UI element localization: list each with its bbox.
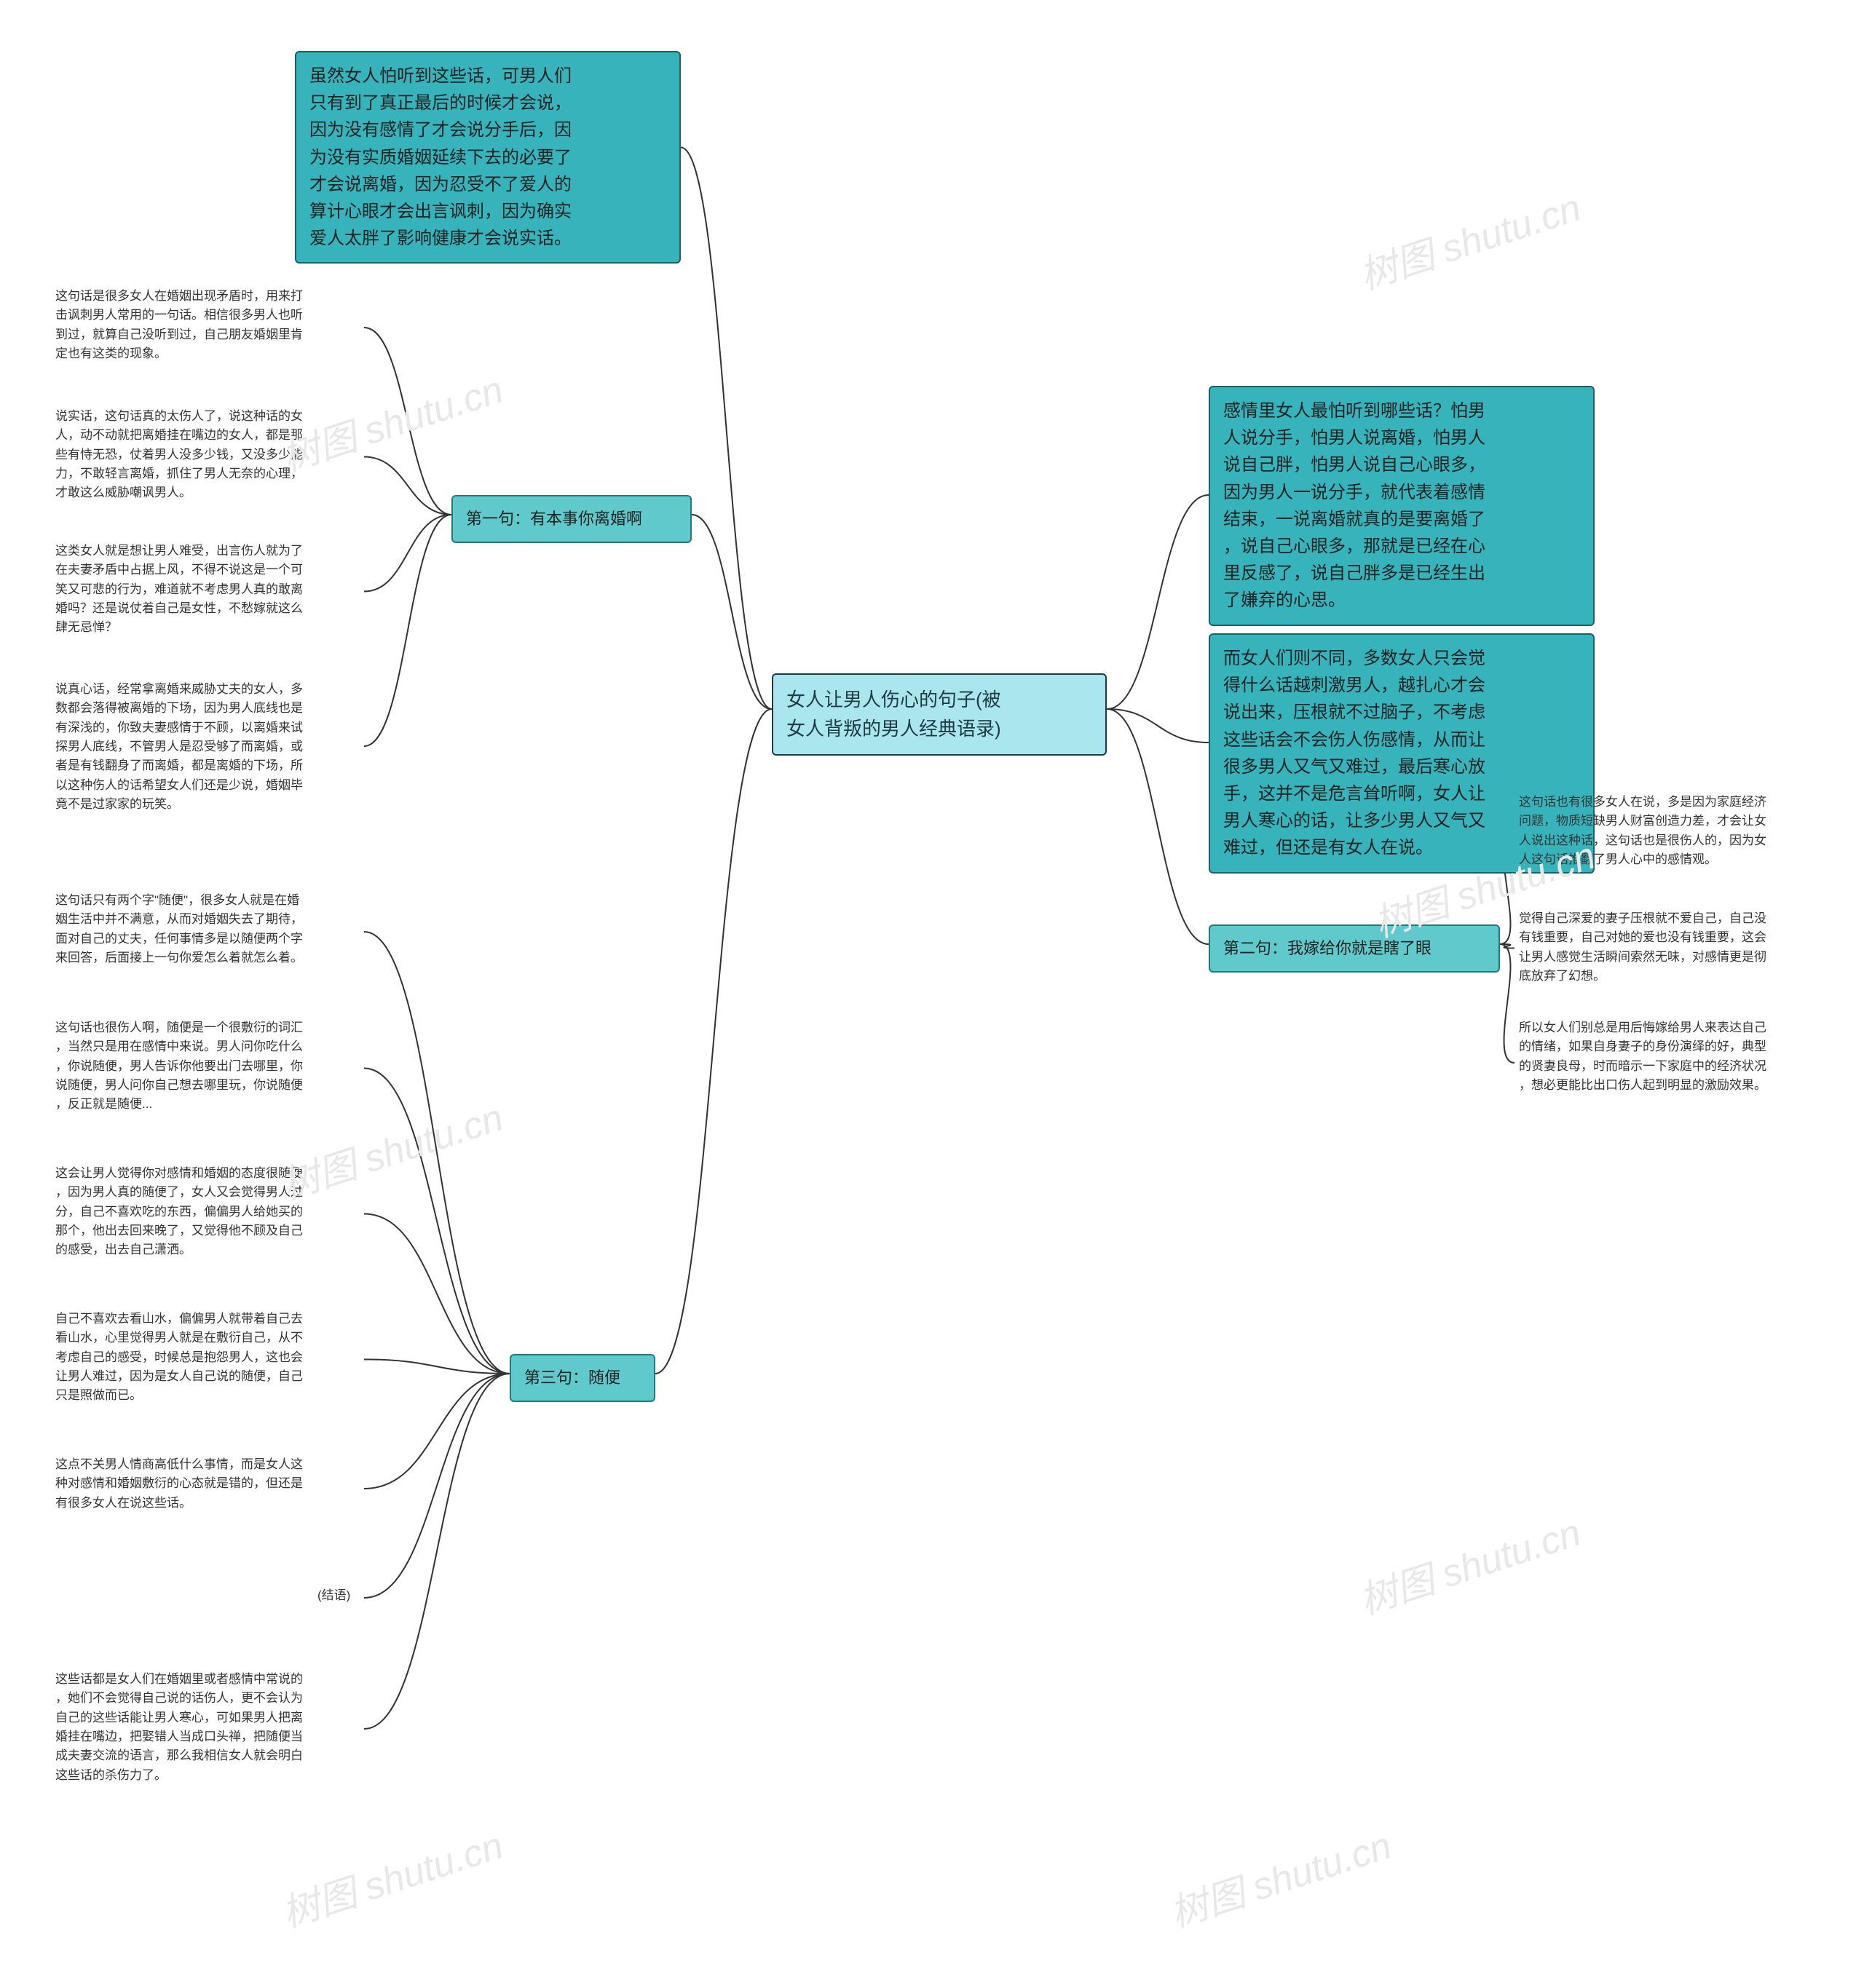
node-l_branch3: 第三句：随便 (510, 1354, 655, 1402)
edge (364, 1374, 510, 1598)
edge (364, 457, 451, 515)
edge (681, 148, 772, 710)
node-l_b1_4: 说真心话，经常拿离婚来威胁丈夫的女人，多 数都会落得被离婚的下场，因为男人底线也… (51, 677, 364, 817)
node-l_b3_7: 这些话都是女人们在婚姻里或者感情中常说的 ，她们不会觉得自己说的话伤人，更不会认… (51, 1667, 364, 1791)
node-l_b1_3: 这类女人就是想让男人难受，出言伤人就为了 在夫妻矛盾中占据上风，不得不说这是一个… (51, 539, 364, 644)
watermark: 树图 shutu.cn (274, 359, 509, 482)
edge (1500, 944, 1514, 1063)
node-r_branch2: 第二句：我嫁给你就是瞎了眼 (1209, 924, 1500, 973)
node-r_b2_2: 觉得自己深爱的妻子压根就不爱自己，自己没 有钱重要，自己对她的爱也没有钱重要，这… (1514, 906, 1835, 990)
node-root: 女人让男人伤心的句子(被 女人背叛的男人经典语录) (772, 673, 1107, 756)
watermark: 树图 shutu.cn (1351, 177, 1587, 300)
edge (364, 1214, 510, 1374)
node-l_b3_2: 这句话也很伤人啊，随便是一个很敷衍的词汇 ，当然只是用在感情中来说。男人问你吃什… (51, 1015, 364, 1121)
edge (364, 515, 451, 746)
node-l_b3_5: 这点不关男人情商高低什么事情，而是女人这 种对感情和婚姻敷衍的心态就是错的，但还… (51, 1452, 364, 1525)
edge (1107, 709, 1209, 742)
node-r_top1: 感情里女人最怕听到哪些话？怕男 人说分手，怕男人说离婚，怕男人 说自己胖，怕男人… (1209, 386, 1595, 626)
edge (1107, 709, 1209, 944)
node-l_b3_4: 自己不喜欢去看山水，偏偏男人就带着自己去 看山水，心里觉得男人就是在敷衍自己，从… (51, 1307, 364, 1412)
node-l_branch1: 第一句：有本事你离婚啊 (451, 495, 692, 543)
node-r_b2_3: 所以女人们别总是用后悔嫁给男人来表达自己 的情绪，如果自身妻子的身份演绎的好，典… (1514, 1015, 1835, 1110)
edge (692, 515, 772, 709)
watermark: 树图 shutu.cn (1162, 1815, 1397, 1938)
edge (364, 1374, 510, 1489)
node-l_b3_1: 这句话只有两个字"随便"，很多女人就是在婚 姻生活中并不满意，从而对婚姻失去了期… (51, 888, 364, 975)
watermark: 树图 shutu.cn (274, 1815, 509, 1938)
watermark: 树图 shutu.cn (1351, 1502, 1587, 1625)
edge (1500, 944, 1514, 949)
node-l_top: 虽然女人怕听到这些话，可男人们 只有到了真正最后的时候才会说， 因为没有感情了才… (295, 51, 681, 264)
edge (1107, 495, 1209, 709)
node-l_b3_6: (结语) (313, 1583, 364, 1612)
node-l_b1_1: 这句话是很多女人在婚姻出现矛盾时，用来打 击讽刺男人常用的一句话。相信很多男人也… (51, 284, 364, 371)
edge (364, 1360, 510, 1374)
edge (364, 1374, 510, 1729)
edge (655, 709, 772, 1374)
edge (364, 515, 451, 592)
mindmap-canvas: 女人让男人伤心的句子(被 女人背叛的男人经典语录) 感情里女人最怕听到哪些话？怕男… (0, 0, 1864, 1988)
